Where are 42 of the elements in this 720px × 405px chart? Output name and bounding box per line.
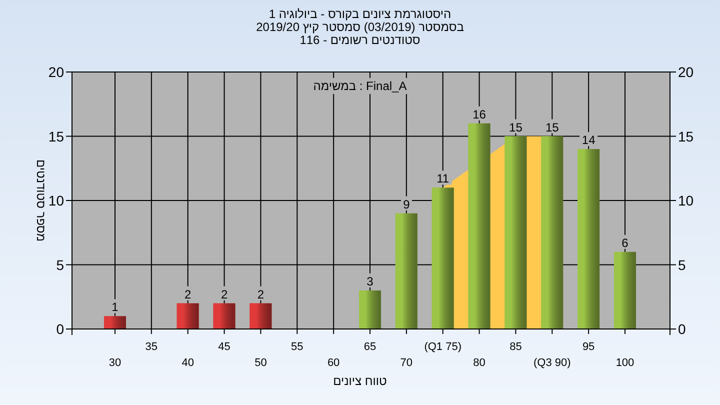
x-tick-label: 70 — [400, 357, 413, 369]
data-label: 2 — [257, 287, 264, 302]
x-tick-label: 45 — [218, 341, 230, 353]
data-label: 2 — [220, 287, 228, 302]
y-tick-label: 20 — [48, 64, 64, 80]
chart-subtitle: בסמסטר (03/2019) סמסטר קיץ 2019/20 סטודנטים רשומים - 116 — [256, 20, 464, 47]
y2-tick-label: 5 — [678, 256, 686, 273]
x-tick-label: 40 — [182, 357, 194, 369]
annotation: במשימה : Final_A — [313, 79, 407, 93]
data-label: 15 — [509, 120, 523, 134]
data-label: 15 — [545, 120, 560, 134]
y-tick-label: 15 — [48, 128, 64, 144]
x-tick-label: 30 — [108, 357, 122, 369]
x-tick-label: 65 — [364, 341, 376, 353]
data-label: 2 — [184, 287, 192, 302]
x-axis-title: טווח ציונים — [333, 374, 388, 388]
data-label: 16 — [472, 107, 486, 122]
y2-tick-label: 15 — [678, 128, 694, 144]
x-tick-label: 95 — [582, 341, 595, 353]
x-tick-label: 35 — [145, 341, 158, 353]
y-axis-title: מספר סטודנטים — [34, 159, 48, 242]
data-label: 6 — [622, 236, 629, 250]
x-tick-label: 100 — [616, 357, 634, 369]
y-tick-label: 0 — [56, 321, 64, 337]
x-tick-label: 50 — [254, 357, 267, 369]
x-tick-label: 55 — [291, 341, 304, 353]
chart-title: היסטוגרמת ציונים בקורס - ביולוגיה 1 — [268, 7, 452, 21]
y-tick-label: 10 — [48, 192, 64, 208]
data-label: 11 — [436, 172, 450, 186]
x-tick-label: (Q3 90) — [533, 357, 571, 369]
y2-tick-label: 0 — [678, 321, 686, 337]
y2-tick-label: 20 — [678, 64, 694, 80]
data-label: 14 — [582, 133, 596, 148]
data-label: 3 — [366, 274, 374, 288]
x-tick-label: 85 — [510, 341, 522, 353]
y2-tick-label: 10 — [678, 192, 694, 208]
y-tick-label: 5 — [56, 256, 64, 273]
data-label: 1 — [112, 300, 119, 314]
x-tick-label: 60 — [327, 357, 340, 369]
data-label: 9 — [403, 197, 410, 212]
x-tick-label: 80 — [473, 357, 486, 369]
x-tick-label: (Q1 75) — [424, 341, 462, 353]
